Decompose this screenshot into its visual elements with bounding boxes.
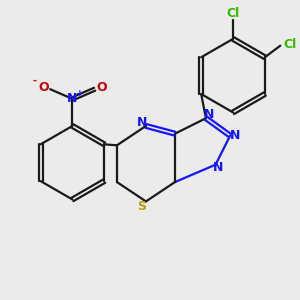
Text: N: N [204,108,214,121]
Text: N: N [213,161,224,174]
Text: N: N [230,129,240,142]
Text: Cl: Cl [284,38,297,51]
Text: -: - [33,76,37,85]
Text: O: O [38,81,49,94]
Text: +: + [76,88,84,98]
Text: N: N [137,116,147,129]
Text: O: O [96,81,107,94]
Text: S: S [138,200,147,213]
Text: Cl: Cl [226,7,240,20]
Text: N: N [67,92,78,105]
